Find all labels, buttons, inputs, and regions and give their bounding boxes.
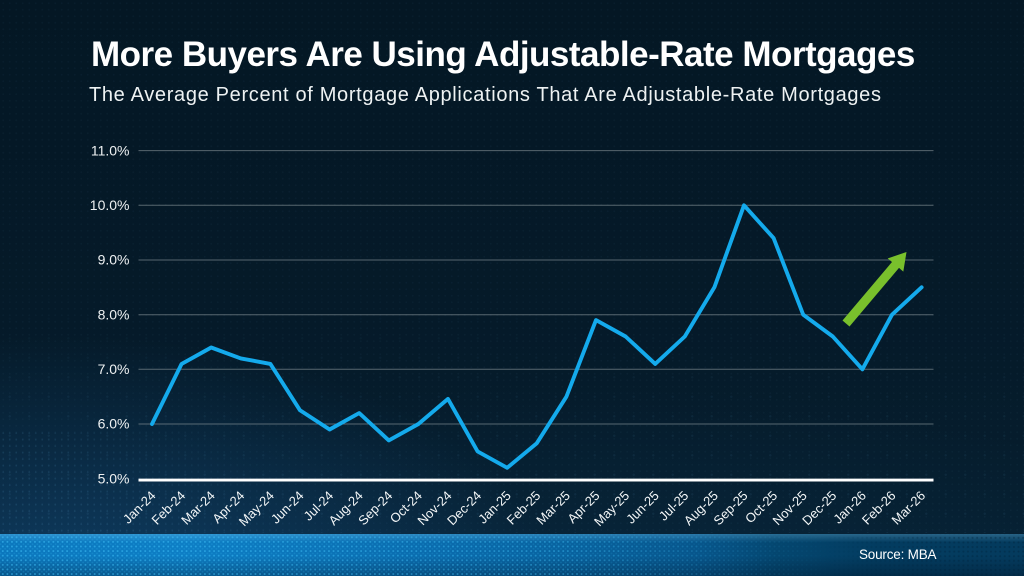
svg-text:11.0%: 11.0% xyxy=(91,142,130,158)
svg-text:6.0%: 6.0% xyxy=(98,416,130,432)
svg-text:Mar-24: Mar-24 xyxy=(178,488,218,528)
svg-text:9.0%: 9.0% xyxy=(98,252,130,268)
svg-text:Mar-25: Mar-25 xyxy=(533,488,573,528)
svg-text:7.0%: 7.0% xyxy=(98,361,130,377)
svg-text:5.0%: 5.0% xyxy=(98,470,130,486)
svg-text:Jun-24: Jun-24 xyxy=(268,488,307,527)
svg-text:8.0%: 8.0% xyxy=(98,306,130,322)
svg-text:Jun-25: Jun-25 xyxy=(623,488,662,527)
svg-text:Mar-26: Mar-26 xyxy=(888,488,928,528)
svg-text:10.0%: 10.0% xyxy=(90,197,130,213)
